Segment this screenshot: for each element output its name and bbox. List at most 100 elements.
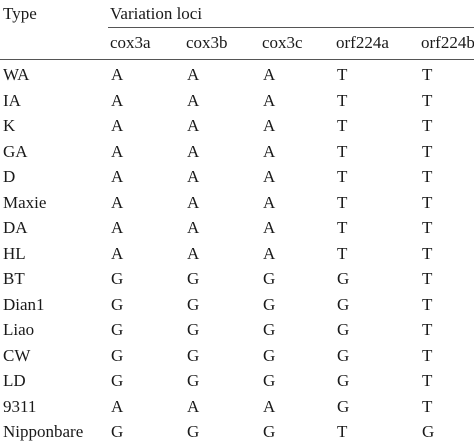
locus-value-cell: A — [187, 243, 200, 263]
column-header-orf224a: orf224a — [336, 33, 389, 52]
locus-value-cell: T — [422, 141, 433, 161]
locus-value-cell: G — [187, 320, 200, 339]
locus-value-cell: T — [422, 396, 433, 416]
row-type-label: BT — [3, 269, 25, 288]
row-type-label: D — [3, 167, 16, 186]
locus-value-cell: A — [111, 218, 124, 237]
column-header-cox3b: cox3b — [186, 33, 228, 52]
row-type-label: Nipponbare — [3, 422, 84, 441]
row-type-label: Maxie — [3, 192, 47, 212]
locus-value-cell: G — [422, 422, 435, 441]
locus-value-cell: G — [337, 345, 350, 365]
row-type-label: DA — [3, 218, 28, 237]
locus-value-cell: T — [337, 65, 348, 84]
locus-value-cell: G — [111, 371, 124, 390]
table-row: BT G G G G T — [0, 267, 474, 293]
locus-value-cell: G — [263, 269, 276, 288]
locus-value-cell: G — [337, 269, 350, 288]
locus-value-cell: A — [263, 116, 276, 135]
locus-value-cell: G — [111, 269, 124, 288]
locus-value-cell: G — [111, 320, 124, 339]
locus-value-cell: T — [422, 294, 433, 314]
locus-value-cell: T — [422, 320, 433, 339]
row-type-label: IA — [3, 90, 21, 110]
row-type-label: 9311 — [3, 396, 37, 416]
locus-value-cell: T — [422, 345, 433, 365]
locus-value-cell: G — [111, 422, 124, 441]
type-column-header: Type — [3, 4, 37, 23]
locus-value-cell: G — [337, 320, 350, 339]
locus-value-cell: G — [263, 345, 276, 365]
locus-value-cell: A — [187, 192, 200, 212]
locus-value-cell: T — [337, 141, 348, 161]
locus-value-cell: A — [263, 65, 276, 84]
locus-value-cell: A — [111, 90, 124, 110]
locus-value-cell: A — [111, 116, 124, 135]
locus-value-cell: A — [111, 243, 124, 263]
locus-value-cell: T — [337, 192, 348, 212]
locus-value-cell: A — [111, 167, 124, 186]
row-type-label: Liao — [3, 320, 35, 339]
row-type-label: Dian1 — [3, 294, 45, 314]
table-row: 9311 A A A G T — [0, 395, 474, 421]
table-row: HL A A A T T — [0, 242, 474, 268]
locus-value-cell: G — [187, 269, 200, 288]
locus-value-cell: G — [337, 396, 350, 416]
locus-value-cell: T — [422, 116, 433, 135]
locus-value-cell: A — [263, 141, 276, 161]
locus-value-cell: G — [263, 422, 276, 441]
locus-value-cell: T — [337, 116, 348, 135]
table-row: CW G G G G T — [0, 344, 474, 370]
table-row: Nipponbare G G G T G — [0, 420, 474, 446]
column-header-cox3a: cox3a — [110, 33, 151, 52]
locus-value-cell: T — [422, 243, 433, 263]
header-bottom-rule — [0, 59, 474, 60]
variation-loci-group-header: Variation loci — [110, 4, 203, 23]
table-row: Dian1 G G G G T — [0, 293, 474, 319]
table-row: DA A A A T T — [0, 216, 474, 242]
locus-value-cell: G — [111, 345, 124, 365]
locus-value-cell: T — [422, 371, 433, 390]
locus-value-cell: T — [422, 90, 433, 110]
locus-value-cell: A — [111, 65, 124, 84]
locus-value-cell: A — [111, 192, 124, 212]
locus-value-cell: G — [111, 294, 124, 314]
locus-value-cell: G — [337, 371, 350, 390]
locus-value-cell: T — [422, 269, 433, 288]
row-type-label: WA — [3, 65, 30, 84]
locus-value-cell: G — [337, 294, 350, 314]
locus-value-cell: A — [187, 141, 200, 161]
table-row: IA A A A T T — [0, 89, 474, 115]
locus-value-cell: A — [187, 167, 200, 186]
locus-value-cell: A — [187, 396, 200, 416]
locus-value-cell: A — [187, 116, 200, 135]
locus-value-cell: T — [337, 422, 348, 441]
locus-value-cell: A — [111, 396, 124, 416]
locus-value-cell: G — [187, 422, 200, 441]
locus-value-cell: T — [422, 192, 433, 212]
group-header-underline — [108, 27, 474, 28]
row-type-label: CW — [3, 345, 31, 365]
column-header-cox3c: cox3c — [262, 33, 303, 52]
locus-value-cell: G — [187, 294, 200, 314]
locus-value-cell: A — [111, 141, 124, 161]
locus-value-cell: T — [337, 90, 348, 110]
row-type-label: LD — [3, 371, 26, 390]
locus-value-cell: T — [422, 218, 433, 237]
locus-value-cell: G — [263, 320, 276, 339]
row-type-label: K — [3, 116, 16, 135]
locus-value-cell: A — [187, 65, 200, 84]
row-type-label: GA — [3, 141, 28, 161]
locus-value-cell: A — [187, 90, 200, 110]
locus-value-cell: A — [187, 218, 200, 237]
locus-value-cell: T — [337, 167, 348, 186]
table-row: LD G G G G T — [0, 369, 474, 395]
locus-value-cell: T — [337, 243, 348, 263]
table-row: Liao G G G G T — [0, 318, 474, 344]
table-row: GA A A A T T — [0, 140, 474, 166]
locus-value-cell: G — [187, 345, 200, 365]
locus-value-cell: A — [263, 192, 276, 212]
table-row: WA A A A T T — [0, 63, 474, 89]
